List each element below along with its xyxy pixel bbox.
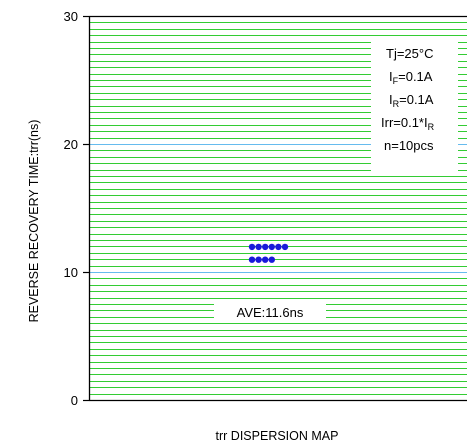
condition-tj: Tj=25°C: [386, 46, 433, 61]
condition-irr-main: Irr=0.1*I: [381, 115, 428, 130]
condition-sample-count: n=10pcs: [384, 138, 434, 153]
condition-forward-current: IF=0.1A: [389, 69, 433, 86]
conditions-background: [371, 40, 458, 172]
data-point: [268, 256, 275, 263]
conditions-box: Tj=25°C IF=0.1A IR=0.1A Irr=0.1*IR n=10p…: [371, 40, 458, 172]
y-tick-label: 0: [71, 393, 78, 408]
condition-ir-subscript: R: [393, 99, 400, 109]
condition-ir-value: =0.1A: [399, 92, 434, 107]
y-tick-label: 10: [64, 265, 78, 280]
data-point: [262, 256, 269, 263]
axis-layer: 0 10 20 30: [64, 9, 467, 408]
average-label: AVE:11.6ns: [237, 305, 304, 320]
condition-irr-subscript: R: [428, 122, 435, 132]
data-point: [255, 256, 262, 263]
condition-ir-symbol: I: [389, 92, 393, 107]
average-background: [214, 301, 326, 323]
condition-if-subscript: F: [393, 76, 399, 86]
data-point: [255, 243, 262, 251]
data-point: [248, 243, 256, 251]
y-tick-label: 30: [64, 9, 78, 24]
y-tick-label: 20: [64, 137, 78, 152]
condition-if-symbol: I: [389, 69, 393, 84]
data-point: [262, 243, 269, 251]
data-point: [281, 243, 289, 251]
data-point: [268, 243, 275, 251]
condition-irr: Irr=0.1*IR: [381, 115, 435, 132]
y-axis-title: REVERSE RECOVERY TIME:trr(ns): [27, 120, 41, 323]
average-box: AVE:11.6ns: [214, 301, 326, 323]
x-axis-title: trr DISPERSION MAP: [216, 429, 339, 443]
condition-reverse-current: IR=0.1A: [389, 92, 434, 109]
data-point: [248, 256, 256, 263]
data-point: [275, 243, 282, 251]
points-layer: [248, 243, 289, 263]
condition-if-value: =0.1A: [398, 69, 433, 84]
